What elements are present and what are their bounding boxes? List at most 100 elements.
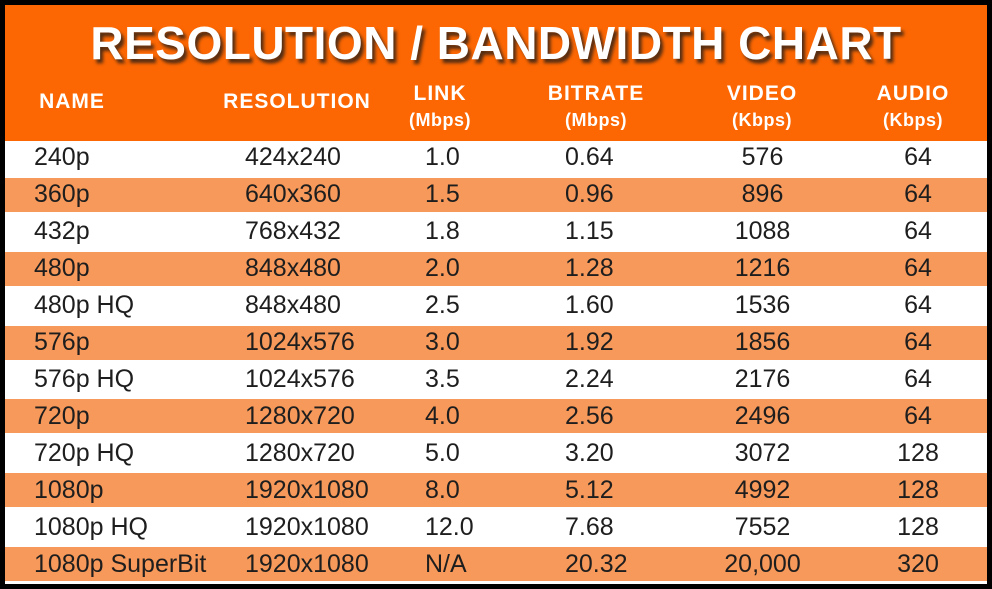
cell-name: 1080p HQ xyxy=(34,512,148,541)
column-header-unit: (Mbps) xyxy=(565,110,627,130)
cell-bitrate: 1.60 xyxy=(565,291,614,320)
cell-name: 576p HQ xyxy=(34,364,135,393)
column-header-audio: AUDIO (Kbps) xyxy=(877,81,950,131)
cell-audio: 128 xyxy=(897,475,939,504)
column-header-label: AUDIO xyxy=(876,82,950,105)
cell-resolution: 1920x1080 xyxy=(245,475,369,504)
table-row: 360p 640x360 1.5 0.96 896 64 xyxy=(5,174,987,215)
cell-name: 480p xyxy=(34,254,90,283)
column-header-unit: (Mbps) xyxy=(409,110,471,130)
cell-audio: 128 xyxy=(897,512,939,541)
cell-link: 2.5 xyxy=(425,291,460,320)
cell-video: 7552 xyxy=(734,512,791,541)
cell-resolution: 848x480 xyxy=(245,254,341,283)
cell-audio: 128 xyxy=(897,438,939,467)
cell-audio: 64 xyxy=(904,364,932,393)
cell-audio: 64 xyxy=(904,254,932,283)
cell-link: 1.8 xyxy=(425,217,460,246)
cell-link: 12.0 xyxy=(425,512,474,541)
cell-bitrate: 1.28 xyxy=(565,254,614,283)
column-header-unit: (Kbps) xyxy=(731,110,792,130)
cell-resolution: 1024x576 xyxy=(245,328,355,357)
cell-bitrate: 0.64 xyxy=(565,143,614,172)
page-title: RESOLUTION / BANDWIDTH CHART xyxy=(90,17,902,69)
cell-audio: 64 xyxy=(904,401,932,430)
cell-resolution: 1920x1080 xyxy=(245,512,369,541)
cell-video: 1536 xyxy=(734,291,791,320)
cell-resolution: 424x240 xyxy=(245,143,341,172)
cell-audio: 64 xyxy=(904,291,932,320)
column-header-resolution: RESOLUTION xyxy=(223,89,371,117)
cell-name: 1080p SuperBit xyxy=(34,549,207,578)
table-row: 1080p SuperBit 1920x1080 N/A 20.32 20,000 320 xyxy=(5,544,987,584)
cell-video: 3072 xyxy=(734,438,791,467)
cell-video: 1216 xyxy=(734,254,791,283)
cell-name: 240p xyxy=(34,143,90,172)
cell-bitrate: 1.15 xyxy=(565,217,614,246)
cell-audio: 64 xyxy=(904,328,932,357)
cell-link: 5.0 xyxy=(425,438,460,467)
cell-link: 4.0 xyxy=(425,401,460,430)
table-row: 576p HQ 1024x576 3.5 2.24 2176 64 xyxy=(5,362,987,397)
chart-header: RESOLUTION / BANDWIDTH CHART NAME RESOLU… xyxy=(5,5,987,141)
cell-video: 896 xyxy=(741,180,784,209)
cell-resolution: 1920x1080 xyxy=(245,549,369,578)
cell-link: 2.0 xyxy=(425,254,460,283)
cell-bitrate: 2.24 xyxy=(565,364,614,393)
cell-link: 3.0 xyxy=(425,328,460,357)
table-row: 720p 1280x720 4.0 2.56 2496 64 xyxy=(5,396,987,437)
column-header-link: LINK (Mbps) xyxy=(409,81,471,131)
cell-video: 1088 xyxy=(734,217,791,246)
cell-link: 8.0 xyxy=(425,475,460,504)
cell-audio: 320 xyxy=(897,549,939,578)
table-row: 1080p 1920x1080 8.0 5.12 4992 128 xyxy=(5,470,987,511)
table-row: 720p HQ 1280x720 5.0 3.20 3072 128 xyxy=(5,436,987,471)
cell-bitrate: 5.12 xyxy=(565,475,614,504)
cell-audio: 64 xyxy=(904,217,932,246)
table-row: 576p 1024x576 3.0 1.92 1856 64 xyxy=(5,322,987,363)
cell-link: 1.5 xyxy=(425,180,460,209)
cell-resolution: 640x360 xyxy=(245,180,341,209)
column-header-video: VIDEO (Kbps) xyxy=(727,81,797,131)
cell-name: 576p xyxy=(34,328,90,357)
column-header-bitrate: BITRATE (Mbps) xyxy=(548,81,644,131)
cell-resolution: 1280x720 xyxy=(245,401,355,430)
table-row: 432p 768x432 1.8 1.15 1088 64 xyxy=(5,214,987,249)
cell-name: 480p HQ xyxy=(34,291,135,320)
cell-bitrate: 2.56 xyxy=(565,401,614,430)
cell-resolution: 768x432 xyxy=(245,217,341,246)
cell-name: 720p xyxy=(34,401,90,430)
cell-resolution: 1024x576 xyxy=(245,364,355,393)
cell-video: 4992 xyxy=(734,475,791,504)
cell-link: 1.0 xyxy=(425,143,460,172)
column-header-label: VIDEO xyxy=(726,82,798,105)
column-header-label: LINK xyxy=(413,82,467,105)
cell-bitrate: 1.92 xyxy=(565,328,614,357)
table-row: 1080p HQ 1920x1080 12.0 7.68 7552 128 xyxy=(5,510,987,545)
cell-video: 20,000 xyxy=(724,549,801,578)
cell-name: 432p xyxy=(34,217,90,246)
table-row: 240p 424x240 1.0 0.64 576 64 xyxy=(5,141,987,175)
cell-resolution: 1280x720 xyxy=(245,438,355,467)
column-header-label: RESOLUTION xyxy=(223,90,371,113)
table-row: 480p HQ 848x480 2.5 1.60 1536 64 xyxy=(5,288,987,323)
cell-bitrate: 7.68 xyxy=(565,512,614,541)
column-header-unit: (Kbps) xyxy=(882,110,943,130)
cell-audio: 64 xyxy=(904,143,932,172)
table-body: 240p 424x240 1.0 0.64 576 64 360p 640x360 1.5 0.9… xyxy=(5,141,987,584)
cell-link: 3.5 xyxy=(425,364,460,393)
cell-bitrate: 3.20 xyxy=(565,438,614,467)
cell-name: 720p HQ xyxy=(34,438,135,467)
cell-bitrate: 20.32 xyxy=(565,549,628,578)
column-header-label: NAME xyxy=(39,90,105,113)
cell-audio: 64 xyxy=(904,180,932,209)
cell-video: 2496 xyxy=(734,401,791,430)
cell-name: 1080p xyxy=(34,475,104,504)
cell-name: 360p xyxy=(34,180,90,209)
cell-link: N/A xyxy=(425,549,467,578)
cell-resolution: 848x480 xyxy=(245,291,341,320)
column-header-name: NAME xyxy=(39,89,105,117)
table-row: 480p 848x480 2.0 1.28 1216 64 xyxy=(5,248,987,289)
cell-video: 1856 xyxy=(734,328,791,357)
